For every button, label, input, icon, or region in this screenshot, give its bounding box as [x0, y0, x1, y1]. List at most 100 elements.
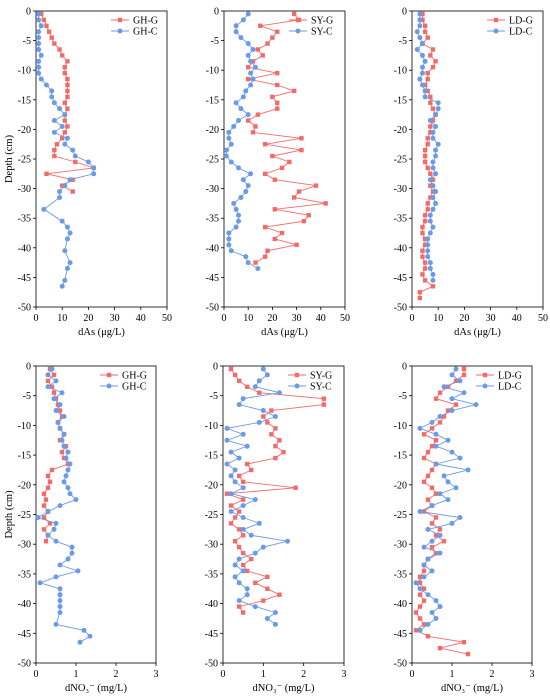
- panel-2: 0-5-10-15-20-25-30-35-40-45-500 10 20 30 40 5…: [206, 7, 350, 339]
- data-point: [228, 449, 234, 455]
- data-point: [417, 11, 423, 17]
- data-point: [430, 135, 436, 141]
- data-point: [51, 100, 57, 106]
- data-point: [232, 562, 238, 568]
- data-point: [427, 260, 433, 266]
- data-point: [422, 218, 428, 224]
- data-point: [428, 195, 433, 200]
- data-point: [51, 118, 57, 124]
- x-tick-label: 30: [292, 313, 302, 324]
- data-point: [228, 366, 234, 372]
- series-line: [40, 13, 94, 192]
- data-point: [430, 271, 436, 277]
- x-tick-label: 50: [162, 313, 172, 324]
- data-point: [430, 165, 436, 171]
- data-point: [41, 515, 47, 520]
- data-point: [224, 425, 230, 431]
- data-point: [252, 550, 258, 556]
- data-point: [275, 82, 280, 88]
- y-tick-label: -40: [205, 599, 218, 610]
- data-point: [427, 177, 433, 183]
- data-point: [252, 64, 258, 70]
- series-line: [36, 368, 91, 643]
- data-point: [53, 520, 59, 526]
- data-point: [238, 35, 244, 41]
- data-point: [272, 236, 278, 242]
- data-point: [248, 82, 254, 88]
- data-point: [57, 194, 63, 200]
- y-tick-label: -20: [206, 125, 219, 136]
- legend-marker: [493, 17, 499, 23]
- data-point: [429, 485, 435, 490]
- data-point: [236, 455, 242, 461]
- data-point: [457, 455, 463, 461]
- data-point: [228, 509, 234, 515]
- y-axis-label: Depth (cm): [4, 134, 15, 183]
- data-point: [433, 200, 439, 206]
- data-point: [232, 467, 238, 473]
- data-point: [417, 616, 423, 621]
- data-point: [437, 604, 443, 610]
- y-axis-label: Depth (cm): [4, 490, 15, 539]
- data-point: [57, 562, 63, 568]
- x-tick-label: 10: [243, 313, 253, 324]
- data-point: [422, 236, 428, 242]
- data-point: [433, 533, 439, 538]
- data-point: [425, 70, 430, 76]
- data-point: [240, 396, 246, 402]
- data-point: [429, 467, 435, 473]
- x-tick-label: 40: [136, 313, 146, 324]
- x-axis-label: dAs (μg/L): [454, 327, 501, 338]
- legend-label: SY-C: [310, 382, 332, 393]
- x-tick-label: 2: [490, 669, 495, 680]
- data-point: [430, 224, 436, 230]
- legend: LD-GLD-C: [487, 16, 533, 38]
- y-tick-label: -25: [394, 510, 407, 521]
- data-point: [429, 419, 435, 425]
- data-point: [240, 568, 246, 574]
- y-tick-label: -35: [18, 569, 31, 580]
- data-point: [49, 88, 55, 94]
- data-point: [232, 479, 238, 485]
- data-point: [473, 402, 479, 408]
- data-point: [262, 171, 268, 176]
- x-axis-label: dNO₃⁻ (mg/L): [441, 683, 503, 694]
- data-point: [245, 112, 251, 118]
- data-point: [428, 130, 433, 135]
- data-point: [420, 224, 425, 230]
- x-tick-label: 20: [459, 313, 469, 324]
- data-point: [430, 118, 436, 123]
- data-point: [299, 147, 304, 153]
- data-point: [226, 135, 232, 141]
- y-tick-label: -40: [206, 243, 219, 254]
- data-point: [425, 254, 431, 260]
- data-point: [59, 283, 65, 289]
- data-point: [228, 503, 234, 508]
- data-point: [275, 106, 280, 111]
- data-point: [226, 242, 232, 248]
- data-point: [75, 568, 81, 574]
- data-point: [429, 521, 435, 526]
- data-point: [272, 413, 278, 419]
- data-point: [65, 59, 70, 64]
- data-point: [421, 586, 427, 591]
- data-point: [449, 449, 455, 455]
- y-tick-label: -25: [205, 510, 218, 521]
- data-point: [433, 112, 439, 118]
- data-point: [246, 118, 251, 123]
- data-point: [428, 94, 433, 100]
- data-point: [256, 378, 262, 384]
- data-point: [244, 443, 250, 449]
- data-point: [233, 29, 239, 35]
- x-tick-label: 20: [83, 313, 93, 324]
- y-tick-label: -15: [394, 95, 407, 106]
- data-point: [43, 82, 49, 88]
- data-point: [465, 467, 471, 473]
- data-point: [53, 408, 59, 414]
- data-point: [441, 539, 447, 544]
- data-point: [427, 230, 433, 236]
- data-point: [453, 378, 459, 384]
- legend-label: LD-C: [509, 27, 533, 38]
- panel-4: 0-5-10-15-20-25-30-35-40-45-500 1 2 3dNO₃⁻ …: [4, 362, 159, 695]
- x-axis-label: dNO₃⁻ (mg/L): [65, 683, 127, 694]
